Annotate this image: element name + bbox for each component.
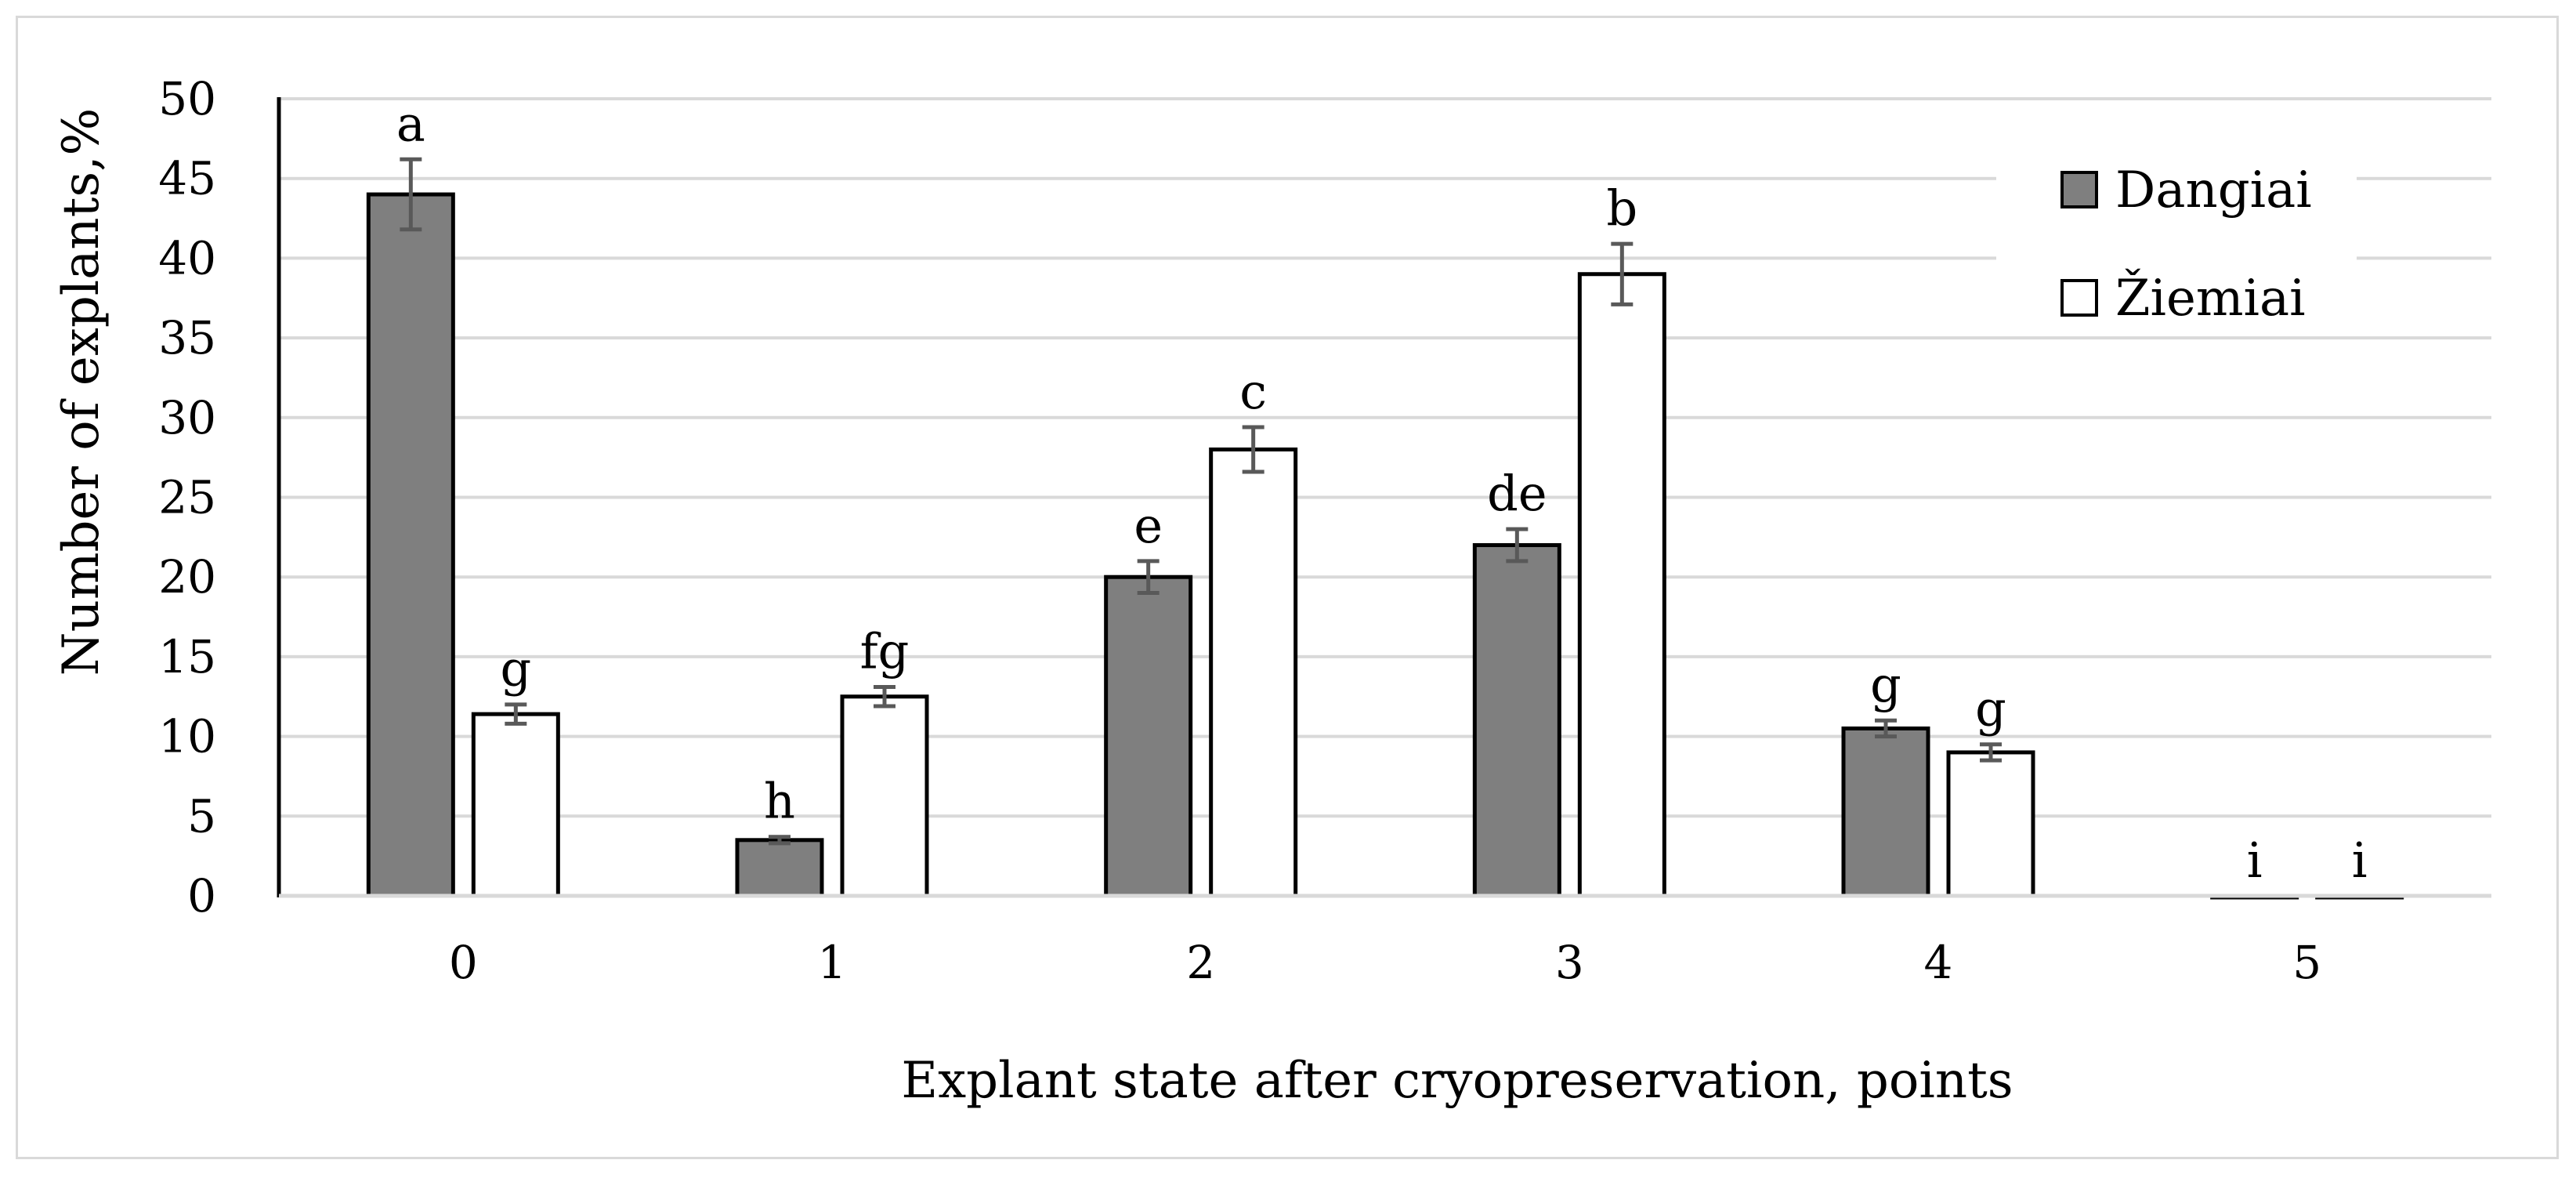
- significance-label: b: [1606, 179, 1637, 237]
- significance-label: fg: [860, 623, 910, 680]
- legend-swatch: [2060, 171, 2098, 208]
- significance-label: i: [2352, 832, 2368, 889]
- y-tick-label: 10: [158, 710, 216, 763]
- bar-ziemiai: [1946, 750, 2035, 898]
- y-tick-label: 5: [187, 789, 216, 843]
- x-tick-label: 2: [1186, 936, 1215, 989]
- legend-label: Dangiai: [2115, 161, 2312, 219]
- y-tick-label: 0: [187, 869, 216, 922]
- bar-ziemiai: [471, 712, 560, 898]
- significance-label: de: [1487, 465, 1547, 522]
- significance-label: e: [1134, 497, 1163, 554]
- gridlines: [279, 97, 2491, 818]
- y-tick-label: 25: [158, 471, 216, 524]
- significance-label: h: [764, 773, 795, 830]
- significance-labels: a g h fg e c de b g g i i: [396, 95, 2368, 889]
- significance-label: g: [500, 640, 531, 698]
- bar-dangiai: [366, 192, 455, 898]
- bar-ziemiai: [840, 694, 929, 898]
- bar-dangiai: [1104, 575, 1193, 898]
- legend: Dangiai Žiemiai: [1996, 138, 2357, 334]
- x-tick-label: 1: [818, 936, 847, 989]
- y-tick-label: 30: [158, 391, 216, 444]
- bar-dangiai: [1841, 726, 1930, 898]
- significance-label: g: [1870, 656, 1901, 713]
- significance-label: g: [1975, 680, 2006, 738]
- x-tick-label: 5: [2292, 936, 2321, 989]
- x-tick-label: 0: [449, 936, 478, 989]
- legend-background: [1996, 138, 2357, 334]
- y-tick-label: 40: [158, 231, 216, 285]
- y-tick-label: 15: [158, 630, 216, 683]
- bars: [366, 157, 2404, 900]
- legend-swatch: [2060, 279, 2098, 317]
- y-axis-title: Number of explants,%: [52, 108, 110, 676]
- legend-label: Žiemiai: [2115, 269, 2306, 328]
- significance-label: i: [2247, 832, 2263, 889]
- significance-label: a: [396, 95, 425, 152]
- bar-dangiai: [1472, 543, 1561, 898]
- y-tick-label: 45: [158, 152, 216, 205]
- x-tick-label: 3: [1555, 936, 1584, 989]
- significance-label: c: [1239, 363, 1267, 420]
- bar-ziemiai: [1209, 447, 1298, 898]
- x-tick-label: 4: [1924, 936, 1953, 989]
- bar-dangiai: [735, 838, 824, 898]
- bar-ziemiai: [1577, 272, 1666, 898]
- y-tick-label: 20: [158, 550, 216, 603]
- y-tick-label: 50: [158, 72, 216, 125]
- x-axis-title: Explant state after cryopreservation, po…: [901, 1052, 2013, 1110]
- y-tick-label: 35: [158, 311, 216, 364]
